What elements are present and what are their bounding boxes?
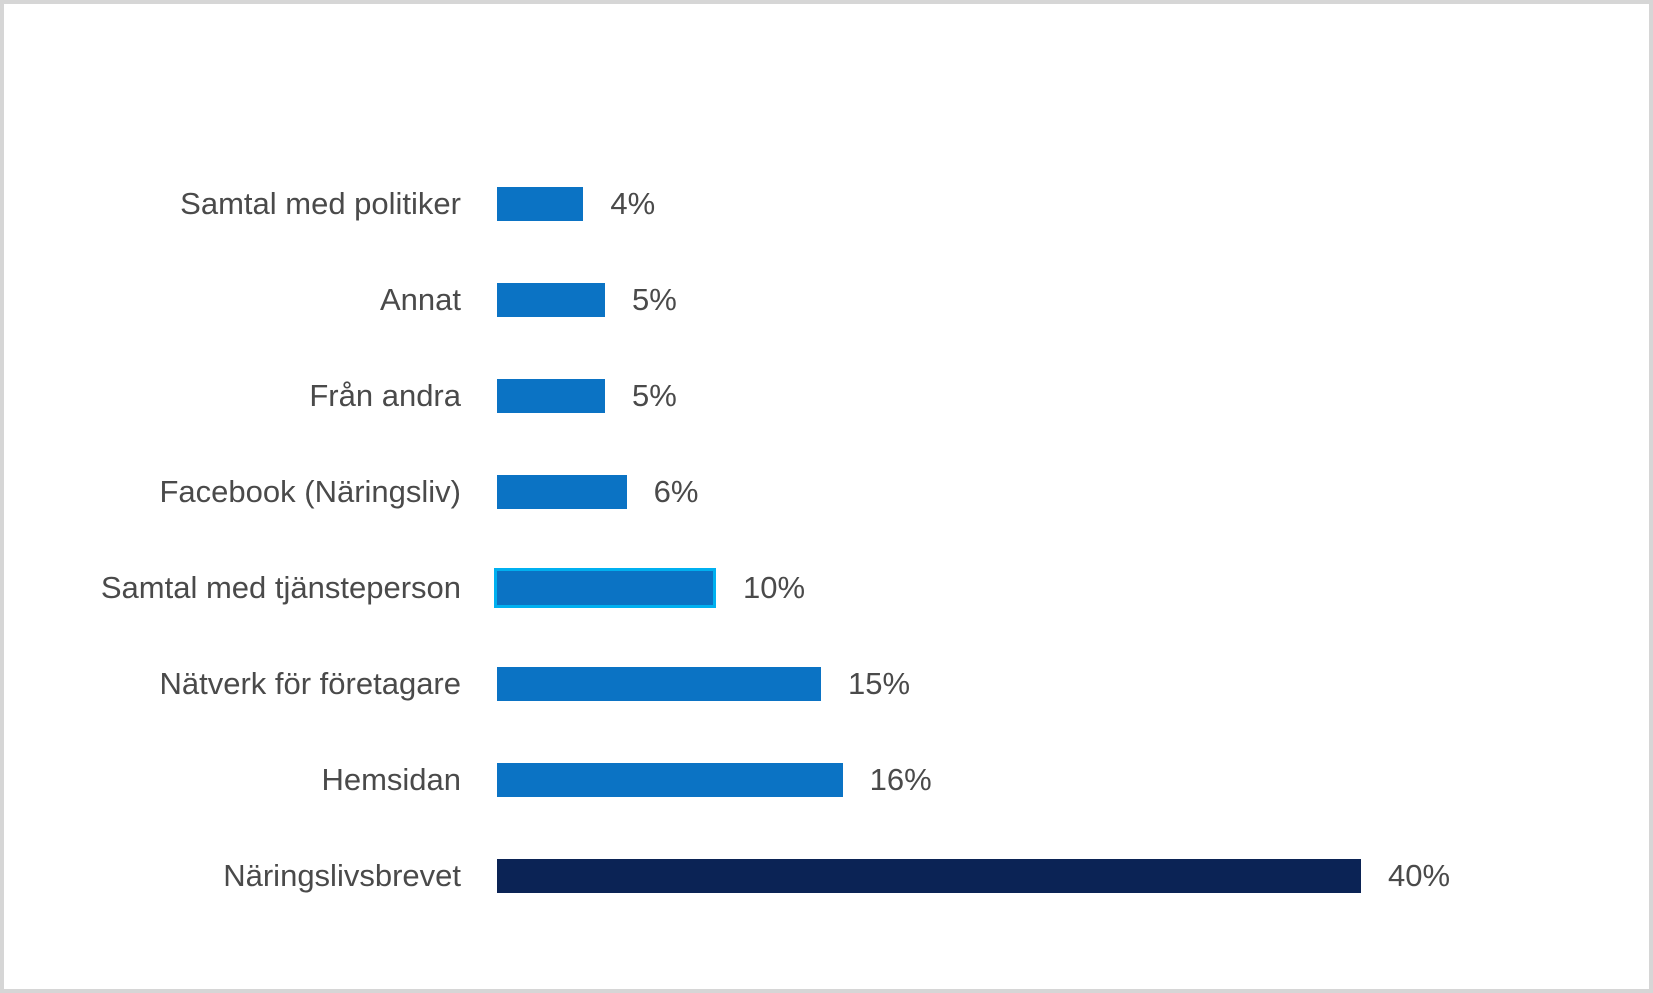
chart-row: Från andra 5% <box>4 348 1649 444</box>
bar[interactable] <box>497 475 627 509</box>
value-label: 40% <box>1388 858 1451 893</box>
value-label: 10% <box>743 570 806 605</box>
category-label: Facebook (Näringsliv) <box>159 473 462 509</box>
bar[interactable] <box>497 283 605 317</box>
chart-row: Annat 5% <box>4 252 1649 348</box>
category-label: Annat <box>379 281 461 317</box>
bar-chart-plot-area: Samtal med politiker 4% Annat 5% Från an… <box>4 156 1649 924</box>
category-label: Från andra <box>309 377 461 413</box>
category-label: Hemsidan <box>321 761 461 797</box>
chart-row: Hemsidan 16% <box>4 732 1649 828</box>
bar[interactable] <box>497 859 1361 893</box>
bar[interactable] <box>497 187 584 221</box>
bar-selected[interactable] <box>494 568 716 608</box>
chart-row: Samtal med tjänsteperson 10% <box>4 540 1649 636</box>
chart-row: Samtal med politiker 4% <box>4 156 1649 252</box>
chart-row: Facebook (Näringsliv) 6% <box>4 444 1649 540</box>
bar[interactable] <box>497 379 605 413</box>
category-label: Nätverk för företagare <box>159 665 461 701</box>
value-label: 5% <box>632 282 677 317</box>
bar[interactable] <box>497 763 843 797</box>
category-label: Samtal med tjänsteperson <box>100 569 461 605</box>
bar[interactable] <box>497 667 821 701</box>
value-label: 5% <box>632 378 677 413</box>
chart-row: Näringslivsbrevet 40% <box>4 828 1649 924</box>
value-label: 16% <box>869 762 932 797</box>
value-label: 15% <box>848 666 911 701</box>
category-label: Samtal med politiker <box>180 185 461 221</box>
value-label: 6% <box>653 474 699 509</box>
category-label: Näringslivsbrevet <box>223 857 461 893</box>
value-label: 4% <box>610 186 656 221</box>
chart-row: Nätverk för företagare 15% <box>4 636 1649 732</box>
